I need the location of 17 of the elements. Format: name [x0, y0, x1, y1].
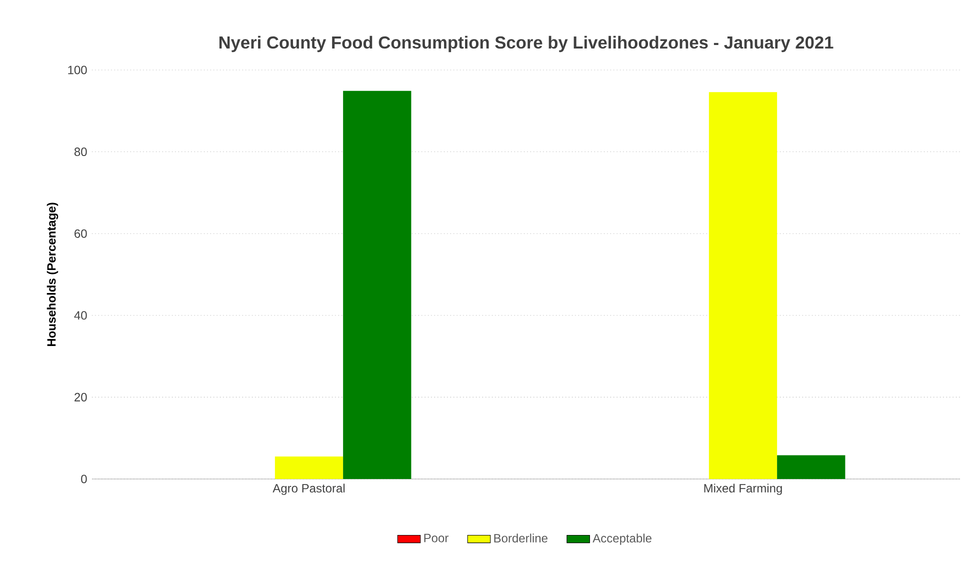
- x-tick-label: Mixed Farming: [704, 484, 782, 495]
- y-tick-label: 40: [74, 311, 87, 320]
- bar: [343, 90, 412, 479]
- y-axis-title: Households (Percentage): [46, 202, 58, 346]
- bar: [274, 456, 344, 479]
- legend-label: Acceptable: [592, 534, 652, 545]
- y-tick-label: 100: [68, 66, 87, 74]
- y-tick-label: 80: [74, 148, 87, 156]
- y-tick-label: 60: [74, 229, 87, 238]
- bar: [708, 92, 778, 479]
- bar: [777, 455, 846, 479]
- legend-label: Poor: [424, 534, 448, 542]
- y-tick-label: 20: [74, 392, 87, 402]
- x-tick-label: Agro Pastoral: [272, 484, 345, 495]
- y-tick-label: 0: [81, 474, 87, 484]
- chart-title: Nyeri County Food Consumption Score by Livelihoodzones - January 2021: [219, 36, 834, 52]
- legend-label: Borderline: [494, 534, 548, 542]
